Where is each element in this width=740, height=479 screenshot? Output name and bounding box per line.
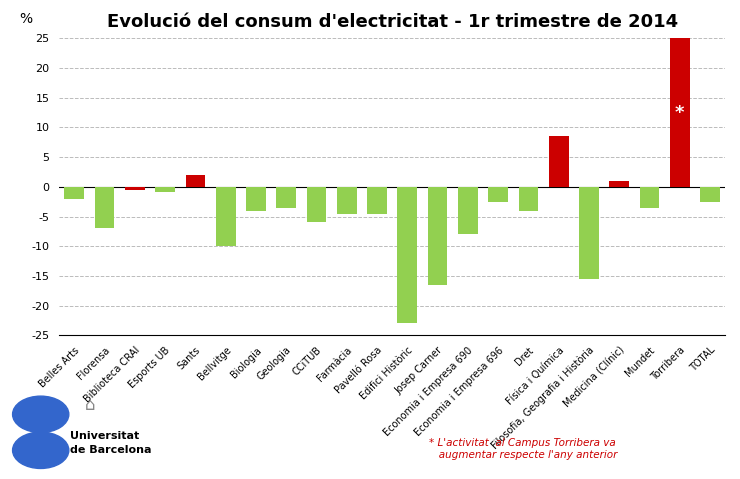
Bar (488, 187, 508, 202)
Text: Universitat: Universitat (70, 431, 140, 441)
Bar (610, 181, 629, 187)
Bar (155, 187, 175, 192)
Bar (639, 187, 659, 207)
Text: ⌂: ⌂ (85, 396, 95, 414)
Bar (337, 187, 357, 214)
Text: *: * (675, 103, 684, 122)
Bar (64, 187, 84, 199)
Bar (246, 187, 266, 211)
Text: %: % (19, 12, 33, 26)
Bar (277, 187, 296, 207)
Bar (549, 137, 568, 187)
Bar (579, 187, 599, 279)
Bar (95, 187, 115, 228)
Text: B: B (36, 443, 46, 457)
Bar (519, 187, 538, 211)
Bar (367, 187, 387, 214)
Title: Evolució del consum d'electricitat - 1r trimestre de 2014: Evolució del consum d'electricitat - 1r … (107, 13, 678, 31)
Bar (186, 175, 205, 187)
Bar (428, 187, 448, 285)
Text: U: U (35, 407, 47, 422)
Bar (700, 187, 720, 202)
Bar (125, 187, 145, 190)
Bar (670, 38, 690, 187)
Bar (306, 187, 326, 222)
Bar (216, 187, 235, 246)
Text: * L'activitat  al Campus Torribera va
   augmentar respecte l'any anterior: * L'activitat al Campus Torribera va aug… (429, 438, 618, 460)
Text: de Barcelona: de Barcelona (70, 445, 152, 455)
Bar (397, 187, 417, 323)
Bar (458, 187, 478, 234)
